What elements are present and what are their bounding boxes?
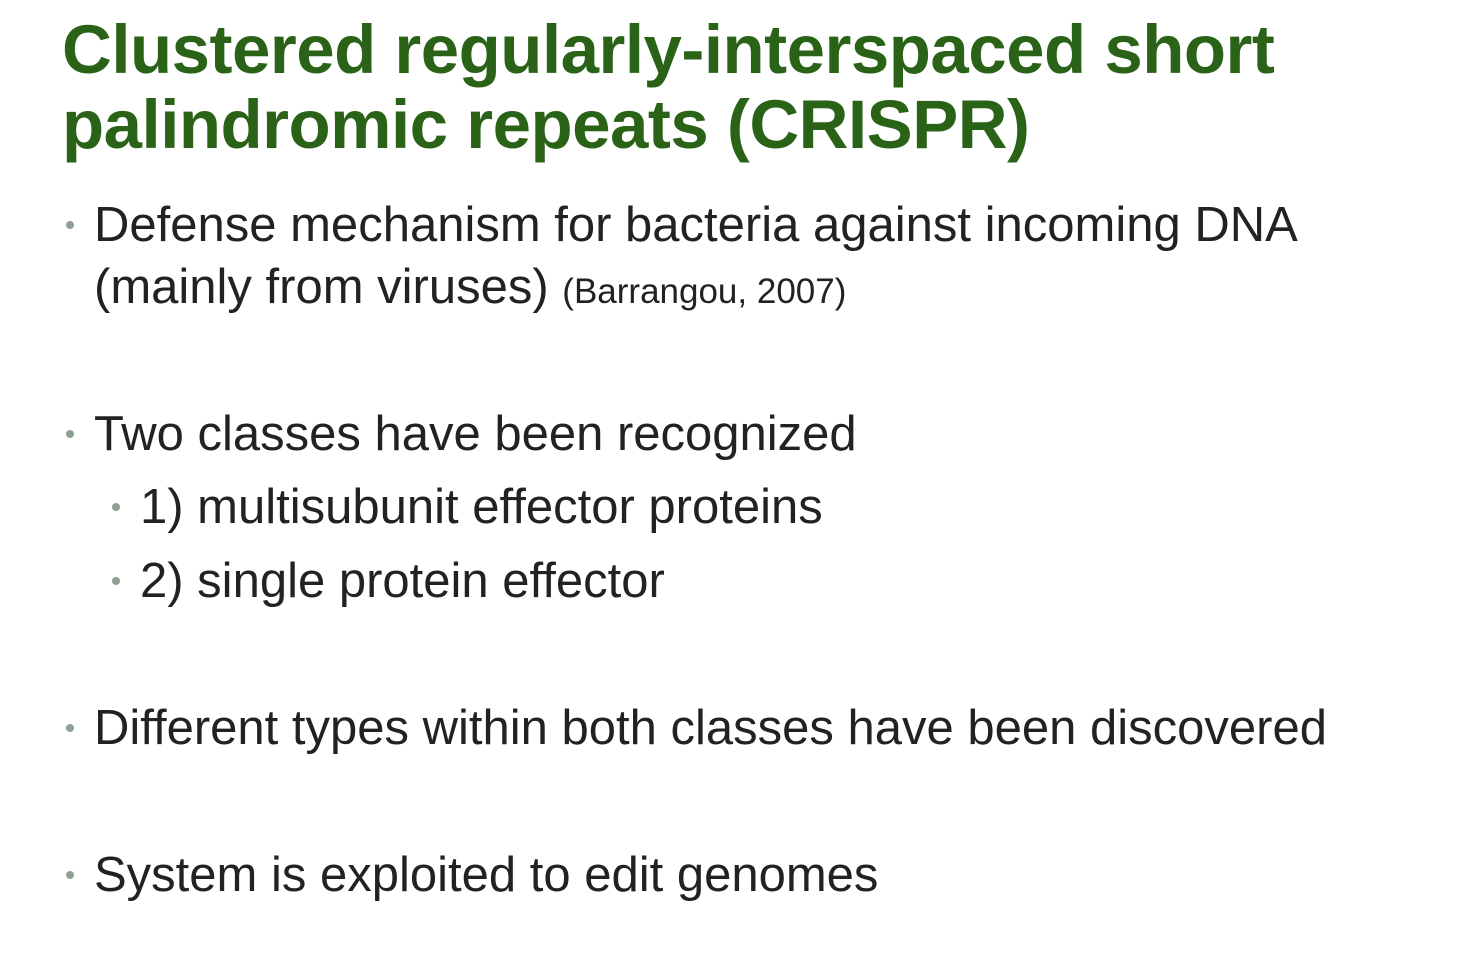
bullet-dot-icon xyxy=(66,221,74,229)
citation: (Barrangou, 2007) xyxy=(562,272,847,311)
bullet-text: (mainly from viruses) xyxy=(94,260,549,314)
slide-title: Clustered regularly-interspaced short pa… xyxy=(62,12,1462,162)
bullet-different-types: Different types within both classes have… xyxy=(66,697,1327,759)
sub-bullet-multisubunit: 1) multisubunit effector proteins xyxy=(112,476,823,538)
bullet-text: Two classes have been recognized xyxy=(94,407,857,461)
bullet-text-line-2: (mainly from viruses) (Barrangou, 2007) xyxy=(94,256,1298,323)
bullet-defense-mechanism: Defense mechanism for bacteria against i… xyxy=(66,194,1298,323)
bullet-dot-icon xyxy=(66,430,74,438)
sub-bullet-text: 2) single protein effector xyxy=(140,554,665,608)
sub-bullet-text: 1) multisubunit effector proteins xyxy=(140,480,823,534)
sub-bullet-single-protein: 2) single protein effector xyxy=(112,550,665,612)
bullet-dot-icon xyxy=(66,871,74,879)
bullet-text: System is exploited to edit genomes xyxy=(94,848,879,902)
bullet-dot-icon xyxy=(66,724,74,732)
bullet-edit-genomes: System is exploited to edit genomes xyxy=(66,844,879,906)
bullet-dot-icon xyxy=(112,577,120,585)
bullet-text-line-1: Defense mechanism for bacteria against i… xyxy=(94,198,1298,252)
bullet-dot-icon xyxy=(112,503,120,511)
slide-title-line-1: Clustered regularly-interspaced short xyxy=(62,11,1275,88)
bullet-two-classes: Two classes have been recognized xyxy=(66,403,857,465)
slide-title-line-2: palindromic repeats (CRISPR) xyxy=(62,86,1030,163)
bullet-text: Different types within both classes have… xyxy=(94,701,1327,755)
